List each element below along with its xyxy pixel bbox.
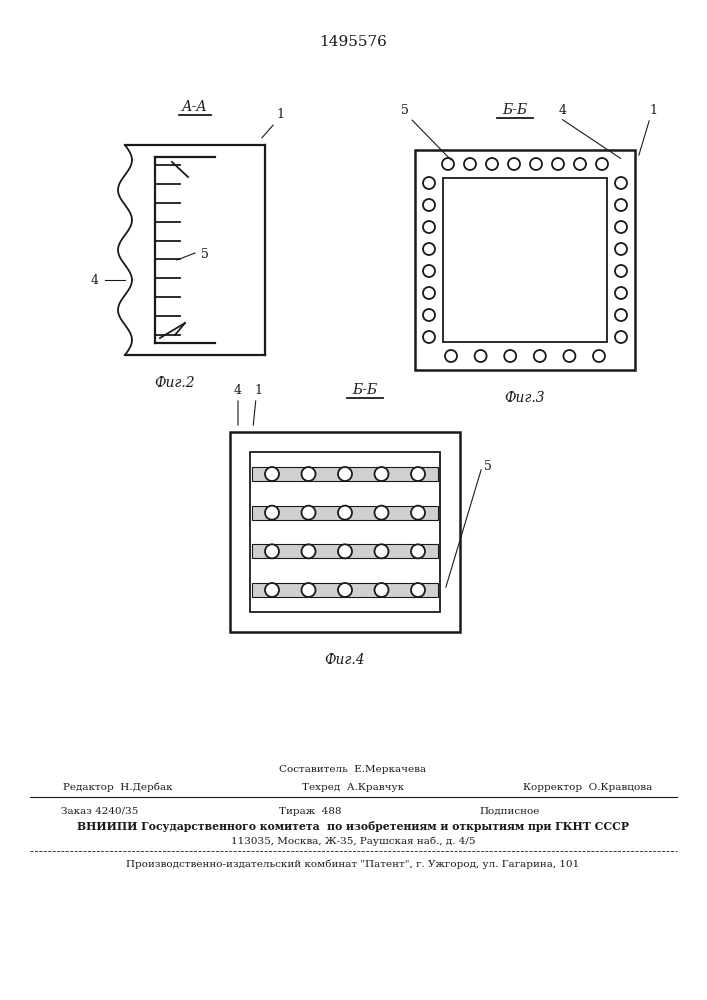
Circle shape [504,350,516,362]
Circle shape [615,309,627,321]
Circle shape [265,544,279,558]
Circle shape [615,221,627,233]
Text: 4: 4 [91,273,99,286]
Circle shape [338,583,352,597]
Circle shape [338,506,352,520]
Text: Подписное: Подписное [480,806,540,816]
Circle shape [615,331,627,343]
Text: Б-Б: Б-Б [352,383,378,397]
Circle shape [375,506,389,520]
Circle shape [301,467,315,481]
Circle shape [563,350,575,362]
Circle shape [338,467,352,481]
Text: ВНИИПИ Государственного комитета  по изобретениям и открытиям при ГКНТ СССР: ВНИИПИ Государственного комитета по изоб… [77,822,629,832]
Circle shape [615,177,627,189]
Text: 113035, Москва, Ж-35, Раушская наб., д. 4/5: 113035, Москва, Ж-35, Раушская наб., д. … [230,836,475,846]
Bar [250,452,440,612]
Circle shape [445,350,457,362]
Bar [252,467,438,481]
Circle shape [423,243,435,255]
Bar [443,178,607,342]
Text: 1: 1 [276,108,284,121]
Circle shape [593,350,605,362]
Text: Составитель  Е.Меркачева: Составитель Е.Меркачева [279,766,426,774]
Text: Техред  А.Кравчук: Техред А.Кравчук [302,782,404,792]
Circle shape [552,158,564,170]
Text: Корректор  О.Кравцова: Корректор О.Кравцова [523,782,653,792]
Circle shape [530,158,542,170]
Circle shape [423,177,435,189]
Text: Тираж  488: Тираж 488 [279,806,341,816]
Bar [252,544,438,558]
Circle shape [464,158,476,170]
Text: Фиг.3: Фиг.3 [505,391,545,405]
Text: Заказ 4240/35: Заказ 4240/35 [62,806,139,816]
Text: 4: 4 [559,104,567,116]
Bar [252,583,438,597]
Circle shape [375,583,389,597]
Circle shape [508,158,520,170]
Circle shape [411,506,425,520]
Text: 5: 5 [401,104,409,116]
Circle shape [423,265,435,277]
Circle shape [486,158,498,170]
Text: 1: 1 [254,383,262,396]
Circle shape [615,287,627,299]
Circle shape [423,199,435,211]
Text: 5: 5 [484,460,492,474]
Circle shape [615,243,627,255]
Text: Редактор  Н.Дербак: Редактор Н.Дербак [63,782,173,792]
Circle shape [474,350,486,362]
Text: Фиг.4: Фиг.4 [325,653,366,667]
Circle shape [375,544,389,558]
Circle shape [265,583,279,597]
Circle shape [423,309,435,321]
Circle shape [423,287,435,299]
Text: Фиг.2: Фиг.2 [155,376,195,390]
Circle shape [411,467,425,481]
Text: Производственно-издательский комбинат "Патент", г. Ужгород, ул. Гагарина, 101: Производственно-издательский комбинат "П… [127,859,580,869]
Bar [252,506,438,520]
Bar [230,432,460,632]
Circle shape [615,199,627,211]
Bar [415,150,635,370]
Text: Б-Б: Б-Б [503,103,527,117]
Circle shape [442,158,454,170]
Circle shape [423,221,435,233]
Text: А-А: А-А [182,100,208,114]
Circle shape [301,583,315,597]
Text: 4: 4 [234,383,242,396]
Circle shape [301,544,315,558]
Circle shape [411,583,425,597]
Circle shape [265,506,279,520]
Circle shape [574,158,586,170]
Circle shape [301,506,315,520]
Text: 1: 1 [649,104,657,116]
Circle shape [423,331,435,343]
Circle shape [615,265,627,277]
Circle shape [265,467,279,481]
Circle shape [534,350,546,362]
Text: 5: 5 [201,248,209,261]
Text: 1495576: 1495576 [319,35,387,49]
Circle shape [411,544,425,558]
Circle shape [338,544,352,558]
Circle shape [375,467,389,481]
Circle shape [596,158,608,170]
